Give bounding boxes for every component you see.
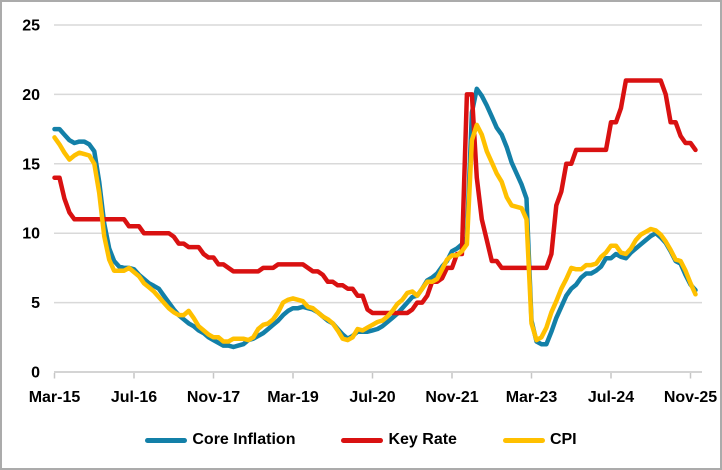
x-axis (53, 371, 702, 379)
x-axis-label: Nov-17 (187, 389, 240, 406)
legend-swatch-core-inflation-icon (145, 437, 188, 443)
legend-item-core-inflation: Core Inflation (145, 432, 295, 448)
x-axis-label: Jul-16 (111, 389, 157, 406)
x-axis-labels: Mar-15 Jul-16 Nov-17 Mar-19 Jul-20 Nov-21 Mar-… (29, 389, 718, 406)
x-axis-label: Nov-21 (425, 389, 478, 406)
y-axis-labels: 0 5 10 15 20 25 (22, 18, 40, 382)
legend-item-key-rate: Key Rate (341, 431, 457, 448)
x-axis-label: Jul-24 (588, 389, 634, 406)
legend-label-cpi: CPI (549, 431, 577, 448)
y-axis-label: 10 (22, 226, 40, 243)
legend-swatch-key-rate-icon (341, 437, 384, 443)
x-axis-label: Mar-15 (29, 389, 81, 406)
legend-item-cpi: CPI (502, 431, 577, 448)
y-axis-label: 5 (31, 295, 40, 312)
y-axis-label: 0 (31, 365, 40, 382)
y-axis-label: 20 (22, 87, 40, 104)
legend-label-core-inflation: Core Inflation (192, 431, 296, 448)
legend-swatch-cpi-icon (502, 437, 545, 443)
x-axis-label: Mar-23 (506, 389, 558, 406)
series-line-core-inflation (52, 86, 698, 350)
legend: Core Inflation Key Rate CPI (2, 427, 720, 453)
x-axis-label: Mar-19 (267, 389, 319, 406)
legend-label-key-rate: Key Rate (388, 431, 457, 448)
series-line-key-rate (52, 78, 698, 316)
x-axis-label: Jul-20 (349, 389, 395, 406)
series-line-cpi (52, 122, 698, 344)
y-axis-label: 25 (22, 18, 40, 35)
x-axis-label: Nov-25 (664, 389, 717, 406)
y-axis-label: 15 (22, 156, 40, 173)
